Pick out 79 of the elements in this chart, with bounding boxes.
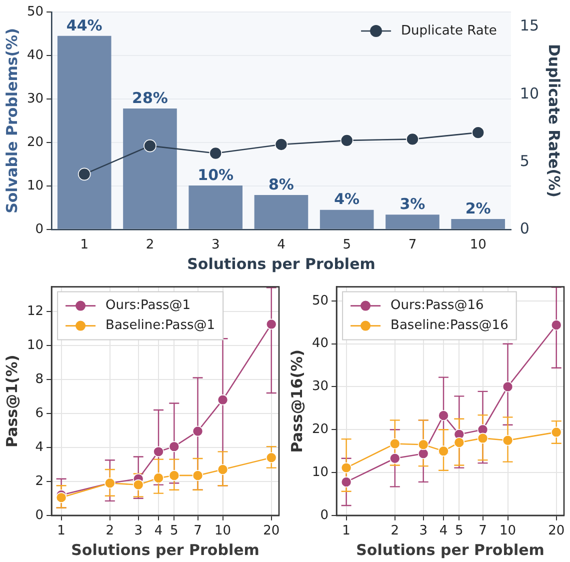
y2-axis-title: Duplicate Rate(%) xyxy=(545,44,564,198)
x-tick-label: 2 xyxy=(106,524,114,539)
data-label: 2% xyxy=(465,199,491,218)
legend-label: Ours:Pass@1 xyxy=(106,298,191,314)
y-tick-label: 10 xyxy=(26,178,44,194)
bar xyxy=(188,185,243,229)
y-tick-label: 6 xyxy=(35,406,44,421)
x-tick-label: 5 xyxy=(455,524,464,539)
y2-tick-label: 15 xyxy=(520,16,540,35)
x-tick-label: 2 xyxy=(146,238,154,253)
x-tick-label: 10 xyxy=(499,524,516,539)
legend-label: Duplicate Rate xyxy=(401,23,497,38)
point xyxy=(340,134,354,147)
y-tick-label: 50 xyxy=(26,4,44,20)
y2-tick-label: 0 xyxy=(520,219,530,238)
legend-label: Baseline:Pass@1 xyxy=(106,318,216,334)
x-tick-label: 4 xyxy=(439,524,448,539)
x-tick-label: 10 xyxy=(214,524,232,539)
y2-tick-label: 5 xyxy=(520,152,530,170)
x-axis-title: Solutions per Problem xyxy=(187,254,376,273)
data-label: 8% xyxy=(268,175,294,194)
x-axis-title: Solutions per Problem xyxy=(356,540,544,559)
point xyxy=(209,146,222,160)
y-tick-label: 20 xyxy=(26,134,44,150)
y-tick-label: 0 xyxy=(35,508,44,523)
x-tick-label: 20 xyxy=(548,524,565,539)
bar xyxy=(123,108,177,229)
x-tick-label: 3 xyxy=(419,524,428,539)
x-tick-label: 7 xyxy=(408,238,417,253)
y-tick-label: 10 xyxy=(26,338,44,353)
y-tick-label: 10 xyxy=(312,464,329,480)
bar xyxy=(254,195,308,229)
x-tick-label: 3 xyxy=(211,238,220,253)
y-axis-title: Pass@1(%) xyxy=(2,354,21,448)
y-tick-label: 20 xyxy=(312,422,329,437)
y-tick-label: 40 xyxy=(312,336,329,352)
x-tick-label: 1 xyxy=(342,524,350,539)
y-tick-label: 30 xyxy=(26,91,44,106)
point xyxy=(406,132,419,146)
x-tick-label: 3 xyxy=(134,524,142,539)
x-axis-title: Solutions per Problem xyxy=(71,540,260,559)
bar xyxy=(320,210,374,229)
x-tick-label: 5 xyxy=(342,238,351,253)
x-tick-label: 2 xyxy=(390,524,400,539)
x-tick-label: 1 xyxy=(80,238,88,253)
x-tick-label: 1 xyxy=(57,524,66,539)
y-axis-title: Pass@16(%) xyxy=(288,350,306,453)
data-label: 10% xyxy=(198,166,234,184)
x-tick-label: 7 xyxy=(478,524,487,539)
point xyxy=(78,168,91,181)
x-tick-label: 5 xyxy=(170,524,178,539)
point xyxy=(472,126,484,139)
x-tick-label: 4 xyxy=(154,524,163,539)
x-tick-label: 4 xyxy=(277,238,286,253)
data-label: 28% xyxy=(132,88,168,107)
x-tick-label: 20 xyxy=(263,524,280,539)
point xyxy=(274,138,288,151)
data-label: 44% xyxy=(66,16,102,34)
legend-label: Baseline:Pass@16 xyxy=(390,318,508,334)
x-tick-label: 10 xyxy=(470,238,486,253)
bar xyxy=(57,36,112,229)
y-tick-label: 0 xyxy=(35,222,44,237)
data-label: 3% xyxy=(400,195,426,214)
legend-label: Ours:Pass@16 xyxy=(390,298,484,314)
y-tick-label: 4 xyxy=(35,440,44,455)
data-label: 4% xyxy=(334,190,360,208)
y-tick-label: 30 xyxy=(312,379,329,394)
bar xyxy=(386,214,440,229)
y-tick-label: 50 xyxy=(312,293,329,308)
y-tick-label: 8 xyxy=(35,372,44,387)
point xyxy=(144,139,156,152)
y-tick-label: 12 xyxy=(26,304,44,319)
y-tick-label: 0 xyxy=(320,508,329,523)
y2-tick-label: 10 xyxy=(520,84,540,102)
y-axis-title: Solvable Problems(%) xyxy=(2,28,21,214)
y-tick-label: 2 xyxy=(35,474,44,489)
bar xyxy=(451,218,506,229)
y-tick-label: 40 xyxy=(26,48,44,63)
x-tick-label: 7 xyxy=(194,524,202,539)
